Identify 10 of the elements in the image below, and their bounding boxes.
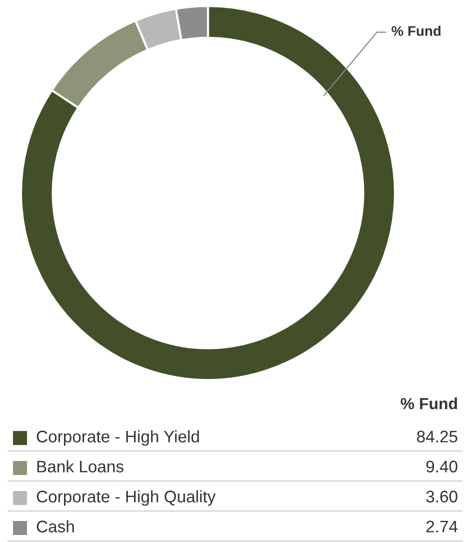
data-label: 2.74: [426, 520, 458, 532]
legend-title: % Fund: [400, 398, 457, 410]
legend-label: Bank Loans: [37, 460, 124, 472]
text: % Fund: [392, 26, 440, 36]
legend-label: Corporate - High Yield: [36, 430, 199, 446]
legend-label: Cash: [36, 520, 74, 532]
data-label: 9.40: [426, 460, 458, 472]
legend-label: Corporate - High Quality: [36, 490, 216, 506]
data-label: 84.25: [417, 430, 458, 442]
data-label: 3.60: [426, 490, 458, 502]
